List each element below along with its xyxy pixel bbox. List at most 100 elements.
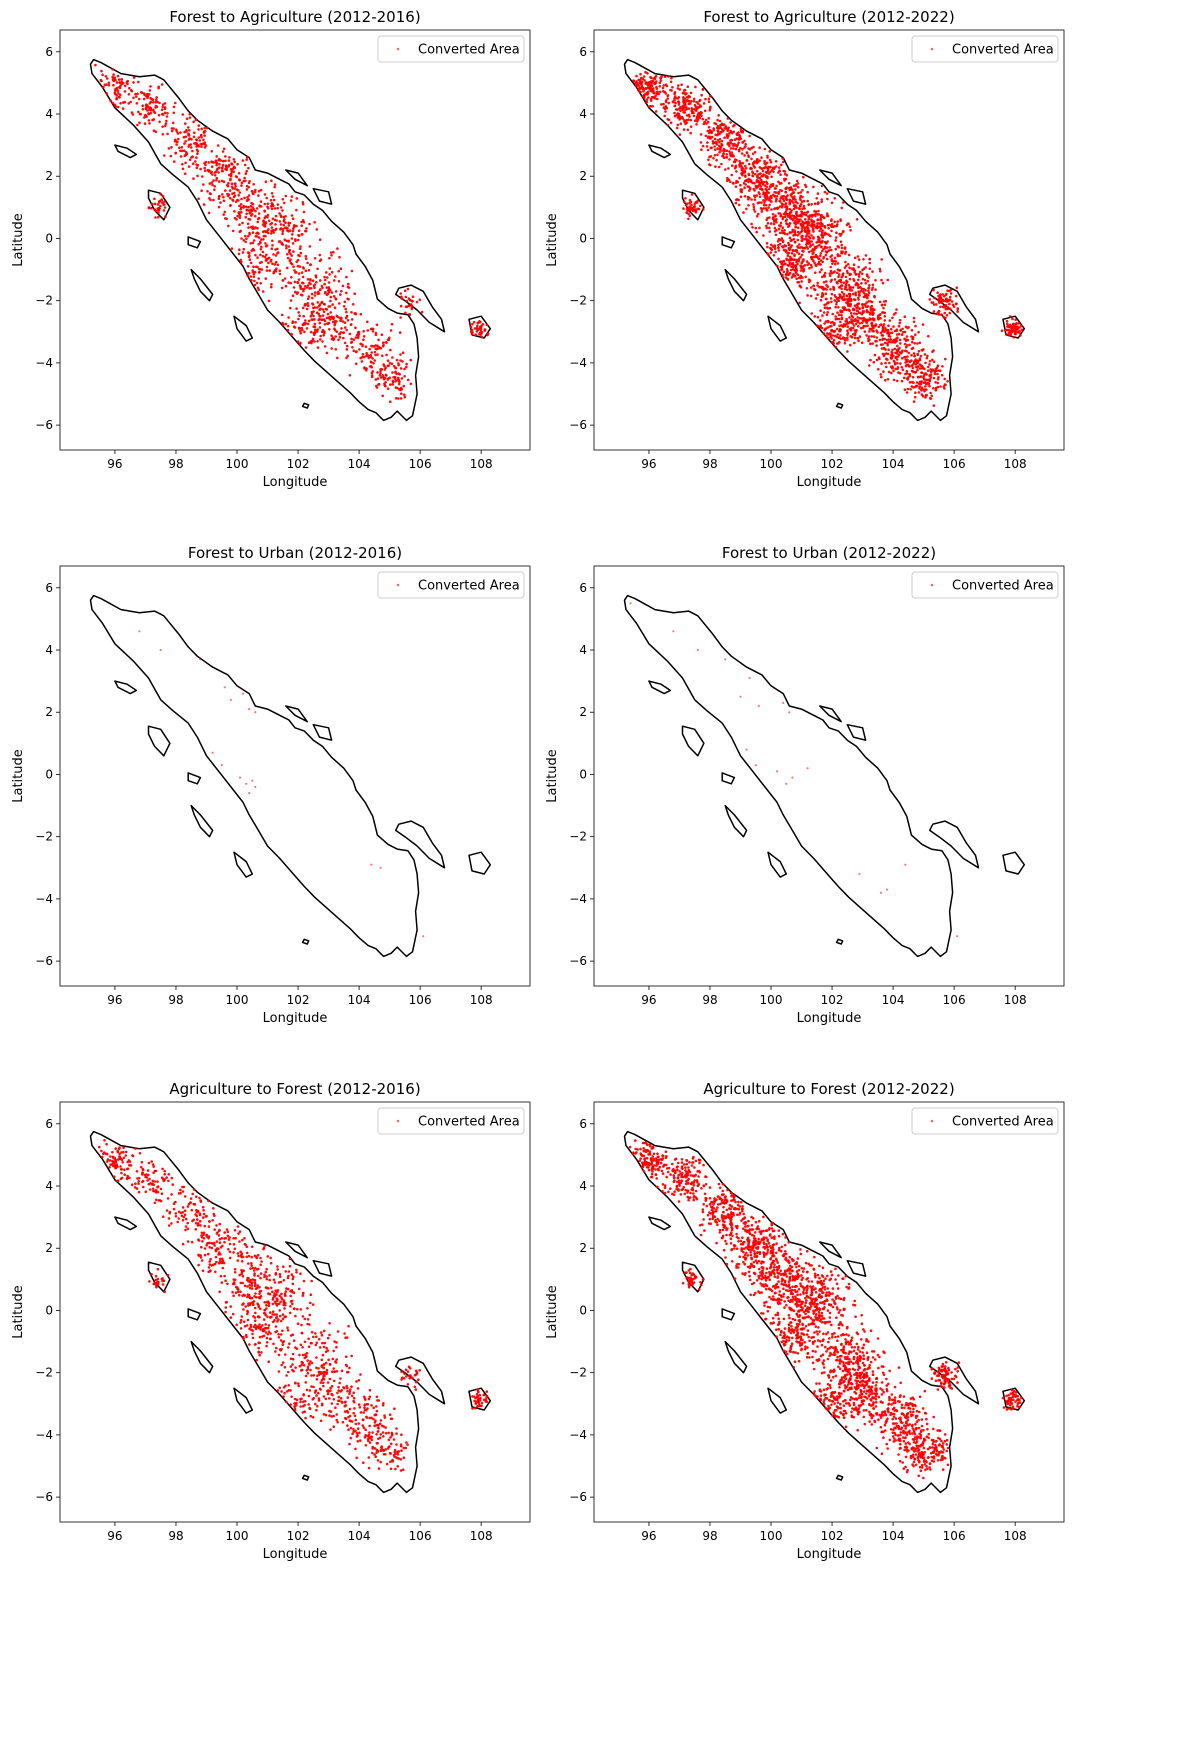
data-point bbox=[344, 1355, 348, 1358]
data-point bbox=[853, 336, 857, 340]
data-point bbox=[345, 344, 349, 348]
data-point bbox=[218, 1238, 222, 1241]
data-point bbox=[948, 295, 952, 299]
data-point bbox=[262, 238, 265, 241]
data-point bbox=[265, 265, 269, 269]
data-point bbox=[380, 354, 384, 358]
data-point bbox=[301, 275, 305, 279]
data-point bbox=[793, 268, 797, 272]
data-point bbox=[801, 249, 804, 253]
data-point bbox=[259, 205, 263, 208]
data-point bbox=[788, 248, 791, 252]
data-point bbox=[841, 306, 845, 309]
data-point bbox=[754, 226, 758, 230]
data-point bbox=[249, 261, 253, 265]
data-point bbox=[914, 324, 917, 328]
data-point bbox=[276, 263, 280, 267]
y-tick-label: −6 bbox=[569, 954, 587, 968]
data-point bbox=[861, 303, 864, 306]
data-point bbox=[733, 138, 737, 141]
data-point bbox=[795, 260, 798, 264]
data-point bbox=[270, 207, 274, 211]
data-point bbox=[471, 331, 474, 334]
data-point bbox=[773, 226, 777, 230]
data-point bbox=[733, 160, 737, 164]
data-point bbox=[217, 171, 220, 174]
data-point bbox=[782, 245, 785, 249]
data-point bbox=[781, 203, 784, 206]
data-point bbox=[166, 112, 169, 115]
data-point bbox=[379, 1460, 383, 1464]
data-point bbox=[762, 173, 765, 176]
data-point bbox=[855, 309, 859, 313]
data-point bbox=[410, 300, 414, 303]
data-point bbox=[820, 200, 823, 204]
data-point bbox=[263, 1275, 266, 1278]
data-point bbox=[818, 225, 822, 229]
data-point bbox=[898, 338, 902, 342]
data-point bbox=[692, 97, 696, 101]
data-point bbox=[659, 76, 662, 80]
data-point bbox=[772, 222, 776, 226]
x-tick-label: 104 bbox=[348, 993, 371, 1007]
data-point bbox=[797, 218, 800, 221]
data-point bbox=[332, 316, 335, 319]
data-point bbox=[696, 199, 699, 203]
data-point bbox=[388, 1451, 392, 1455]
data-point bbox=[241, 251, 245, 254]
data-point bbox=[924, 382, 928, 386]
data-point bbox=[152, 129, 156, 132]
data-point bbox=[772, 216, 775, 219]
data-point bbox=[827, 301, 830, 304]
data-point bbox=[928, 360, 932, 363]
data-point bbox=[196, 1222, 200, 1225]
data-point bbox=[723, 136, 726, 139]
data-point bbox=[768, 158, 772, 162]
data-point bbox=[214, 170, 218, 173]
data-point bbox=[785, 272, 788, 276]
data-point bbox=[937, 369, 941, 372]
data-point bbox=[820, 326, 824, 330]
data-point bbox=[830, 219, 833, 222]
data-point bbox=[248, 233, 251, 236]
data-point bbox=[330, 1402, 334, 1405]
data-point bbox=[261, 254, 265, 258]
data-point bbox=[795, 179, 799, 183]
data-point bbox=[799, 255, 802, 259]
data-point bbox=[649, 99, 653, 102]
data-point bbox=[804, 237, 807, 241]
data-point bbox=[797, 220, 801, 223]
data-point bbox=[399, 304, 403, 308]
data-point bbox=[220, 1281, 224, 1284]
data-point bbox=[812, 284, 815, 288]
data-point bbox=[184, 161, 187, 165]
data-point bbox=[638, 81, 642, 85]
data-point bbox=[374, 331, 378, 335]
data-point bbox=[179, 1191, 182, 1195]
data-point bbox=[112, 73, 115, 76]
data-point bbox=[687, 107, 691, 110]
data-point bbox=[290, 237, 294, 240]
data-point bbox=[921, 395, 925, 398]
data-point bbox=[765, 185, 769, 189]
data-point bbox=[825, 306, 829, 310]
data-point bbox=[838, 232, 841, 236]
data-point bbox=[262, 221, 266, 224]
data-point bbox=[851, 326, 855, 330]
data-point bbox=[298, 1353, 301, 1357]
data-point bbox=[242, 247, 246, 251]
data-point bbox=[826, 319, 829, 323]
data-point bbox=[794, 200, 798, 204]
data-point bbox=[748, 676, 751, 680]
data-point bbox=[840, 296, 844, 299]
data-point bbox=[896, 344, 899, 348]
data-point bbox=[298, 1364, 302, 1368]
data-point bbox=[255, 1358, 258, 1362]
data-point bbox=[651, 104, 654, 108]
data-point bbox=[810, 218, 813, 221]
data-point bbox=[381, 394, 385, 398]
data-point bbox=[298, 247, 302, 250]
data-point bbox=[689, 91, 693, 95]
data-point bbox=[249, 275, 253, 278]
data-point bbox=[284, 1353, 287, 1356]
